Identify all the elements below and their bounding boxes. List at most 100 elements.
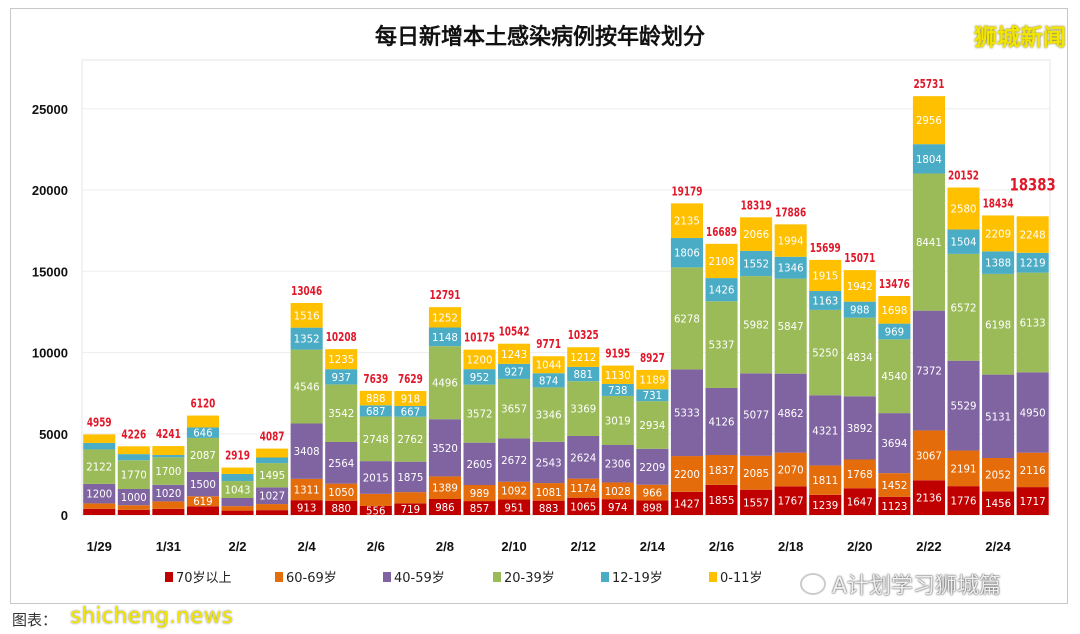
y-tick-label: 25000: [32, 102, 68, 117]
data-label: 4834: [847, 352, 873, 364]
data-label: 1043: [225, 485, 251, 497]
data-label: 2136: [916, 493, 942, 505]
data-label: 1346: [778, 263, 804, 275]
data-label: 6572: [951, 302, 977, 314]
bar-segment: [636, 401, 669, 449]
data-label: 2543: [536, 457, 562, 469]
data-label: 1942: [847, 281, 873, 293]
bar-segment: [394, 503, 427, 515]
total-label: 7639: [363, 371, 388, 386]
bar-segment: [1016, 252, 1049, 273]
data-label: 988: [850, 305, 870, 317]
bar-segment: [774, 452, 807, 487]
data-label: 1388: [985, 258, 1011, 270]
data-label: 2087: [190, 450, 216, 462]
data-label: 1516: [294, 310, 320, 322]
y-tick-label: 15000: [32, 264, 68, 279]
data-label: 5131: [985, 411, 1011, 423]
bar-segment: [152, 455, 185, 458]
bar-segment: [670, 267, 703, 370]
data-label: 619: [193, 496, 213, 508]
data-label: 1837: [709, 465, 735, 477]
data-label: 4546: [294, 382, 320, 394]
bar-segment: [774, 256, 807, 279]
bar-segment: [636, 500, 669, 515]
bar-segment: [1016, 487, 1049, 515]
data-label: 986: [435, 502, 455, 514]
data-label: 5982: [743, 320, 769, 332]
bar-segment: [740, 250, 773, 277]
data-label: 969: [885, 326, 905, 338]
x-tick-label: 2/12: [571, 539, 596, 554]
data-label: 1557: [743, 497, 769, 509]
bar-segment: [532, 483, 565, 501]
data-label: 6278: [674, 313, 700, 325]
legend-label: 60-69岁: [286, 571, 337, 586]
total-label: 6120: [191, 396, 216, 411]
data-label: 1811: [812, 475, 838, 487]
data-label: 2580: [951, 203, 977, 215]
bar-segment: [221, 473, 254, 482]
data-label: 5077: [743, 410, 769, 422]
credit-label: 图表：: [12, 611, 58, 629]
bar-segment: [878, 413, 911, 474]
total-label: 9195: [605, 346, 630, 361]
total-label: 4241: [156, 426, 181, 441]
x-tick-label: 2/20: [847, 539, 872, 554]
data-label: 1219: [1020, 258, 1046, 270]
data-label: 1915: [812, 270, 838, 282]
bar-segment: [843, 270, 876, 302]
bar-segment: [221, 506, 254, 511]
bar-segment: [532, 356, 565, 374]
legend-swatch: [275, 572, 283, 582]
bar-segment: [290, 478, 323, 501]
bar-segment: [705, 455, 738, 485]
data-label: 1200: [86, 489, 112, 501]
data-label: 883: [539, 503, 559, 515]
bar-segment: [256, 463, 289, 488]
bar-segment: [636, 369, 669, 390]
data-label: 1239: [812, 500, 838, 512]
bar-segment: [601, 444, 634, 483]
data-label: 951: [504, 502, 524, 514]
bar-segment: [498, 343, 531, 364]
x-tick-label: 2/18: [778, 539, 803, 554]
bar-segment: [532, 387, 565, 442]
data-label: 2108: [709, 256, 735, 268]
bar-segment: [290, 423, 323, 479]
bar-segment: [359, 461, 392, 494]
data-label: 2085: [743, 468, 769, 480]
bar-segment: [740, 217, 773, 251]
bar-segment: [636, 389, 669, 402]
x-tick-label: 2/10: [501, 539, 526, 554]
data-label: 6198: [985, 319, 1011, 331]
bar-segment: [843, 459, 876, 489]
y-tick-label: 0: [61, 508, 68, 523]
bar-segment: [982, 215, 1015, 252]
bar-segment: [912, 96, 945, 145]
bar-segment: [152, 457, 185, 485]
data-label: 3657: [501, 404, 527, 416]
bar-segment: [498, 438, 531, 482]
data-label: 1148: [432, 332, 458, 344]
bar-segment: [670, 369, 703, 457]
legend-label: 0-11岁: [720, 571, 763, 586]
bar-segment: [290, 500, 323, 515]
data-label: 719: [401, 504, 421, 516]
data-label: 1776: [951, 496, 977, 508]
data-label: 1252: [432, 312, 458, 324]
bar-segment: [705, 278, 738, 302]
bar-segment: [394, 391, 427, 406]
bar-segment: [843, 301, 876, 318]
bar-segment: [359, 405, 392, 417]
bar-segment: [1016, 452, 1049, 488]
data-label: 687: [366, 406, 386, 418]
bar-segment: [463, 384, 496, 443]
data-label: 5337: [709, 340, 735, 352]
data-label: 1552: [743, 258, 769, 270]
watermark-bottom-left: shicheng.news: [70, 604, 233, 629]
data-label: 4862: [778, 408, 804, 420]
y-tick-label: 5000: [39, 427, 68, 442]
bar-segment: [256, 487, 289, 505]
